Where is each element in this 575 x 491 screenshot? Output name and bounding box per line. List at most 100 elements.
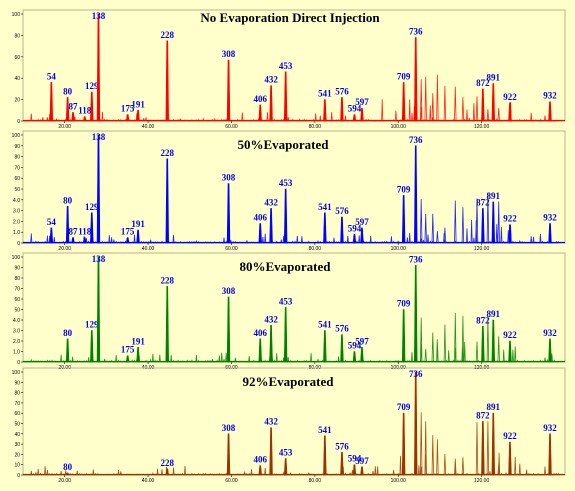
peak-922 [508,102,512,122]
peak-label-453: 453 [279,61,293,71]
peak-label-922: 922 [503,92,517,102]
peak-label-891: 891 [487,309,501,319]
peak-736 [414,371,418,476]
peak-80 [65,205,70,244]
peak-label-594: 594 [348,223,362,233]
peak-label-175: 175 [121,104,135,114]
y-tick-label: 50 [14,422,20,428]
peak-597 [360,466,364,476]
peak-597 [360,107,364,122]
peak-label-129: 129 [85,320,99,330]
peak-228 [165,468,170,476]
peak-label-891: 891 [487,191,501,201]
peak-label-432: 432 [264,417,278,427]
peak-308 [226,433,231,476]
x-tick-label: 40.00 [142,246,155,252]
x-tick-label: 20.00 [58,124,71,130]
peak-576 [340,452,344,476]
peak-576 [340,334,344,363]
y-tick-label: 100 [12,370,21,376]
x-tick-label: 100.00 [391,246,407,252]
x-tick-label: 20.00 [58,246,71,252]
peak-label-932: 932 [543,328,557,338]
y-tick-label: 70 [14,287,20,293]
y-tick-label: 1.0 [13,230,20,236]
y-tick-label: 20 [14,452,20,458]
y-tick-label: 100 [12,12,21,18]
peak-891 [491,201,495,244]
peak-709 [401,195,406,244]
y-tick-label: 60 [14,411,20,417]
peak-541 [323,212,327,244]
x-tick-label: 40.00 [142,478,155,484]
peak-label-54: 54 [47,217,57,227]
peak-432 [269,208,273,244]
peak-label-932: 932 [543,213,557,223]
peak-label-80: 80 [63,462,73,472]
y-tick-label: 90 [14,144,20,150]
peak-label-228: 228 [161,275,175,285]
y-tick-label: 70 [14,401,20,407]
peak-label-453: 453 [279,448,293,458]
y-tick-label: 80 [14,155,20,161]
peak-54 [49,82,54,122]
peak-label-138: 138 [92,11,106,21]
peak-label-406: 406 [253,213,267,223]
peak-label-597: 597 [355,97,369,107]
y-tick-label: 50 [14,187,20,193]
y-tick-label: 80 [14,276,20,282]
peak-label-87: 87 [69,227,79,237]
peak-label-576: 576 [335,441,349,451]
peak-label-922: 922 [503,431,517,441]
peak-label-541: 541 [318,425,332,435]
peak-label-541: 541 [318,89,332,99]
x-tick-label: 100.00 [391,478,407,484]
peak-label-891: 891 [487,73,501,83]
peak-932 [548,433,552,476]
peak-label-118: 118 [78,106,92,116]
peak-191 [136,347,140,363]
peak-label-736: 736 [409,27,423,37]
peak-label-709: 709 [397,184,411,194]
peak-label-922: 922 [503,214,517,224]
peak-228 [165,286,169,363]
peak-709 [401,309,406,363]
peak-80 [65,338,70,363]
peak-432 [269,85,273,122]
peak-label-594: 594 [348,104,362,114]
peak-594 [352,234,357,244]
peak-872 [481,208,485,244]
peak-432 [269,427,273,476]
peak-label-597: 597 [355,217,369,227]
peak-label-736: 736 [409,369,423,379]
y-tick-label: 0 [17,119,20,125]
peak-label-228: 228 [161,148,175,158]
peak-label-576: 576 [335,324,349,334]
peak-175 [125,114,130,122]
peak-891 [491,412,495,476]
peak-label-228: 228 [161,458,175,468]
x-tick-label: 120.00 [474,124,490,130]
peak-label-597: 597 [355,336,369,346]
peak-597 [360,347,364,363]
peak-label-597: 597 [355,456,369,466]
y-tick-label: 4.0 [13,318,20,324]
y-tick-label: 10 [14,463,20,469]
y-tick-label: 40 [14,432,20,438]
x-tick-label: 100.00 [391,124,407,130]
peak-432 [269,324,273,363]
y-tick-label: 90 [14,266,20,272]
peak-label-932: 932 [543,91,557,101]
peak-label-432: 432 [264,75,278,85]
peak-453 [283,458,288,476]
peak-label-129: 129 [85,202,99,212]
peak-932 [548,223,552,244]
y-tick-label: 2.0 [13,339,20,345]
peak-label-576: 576 [335,86,349,96]
peak-191 [136,229,140,244]
peak-891 [491,83,495,122]
peak-736 [414,145,418,244]
peak-453 [283,307,288,363]
panel-title: 80%Evaporated [240,259,332,274]
